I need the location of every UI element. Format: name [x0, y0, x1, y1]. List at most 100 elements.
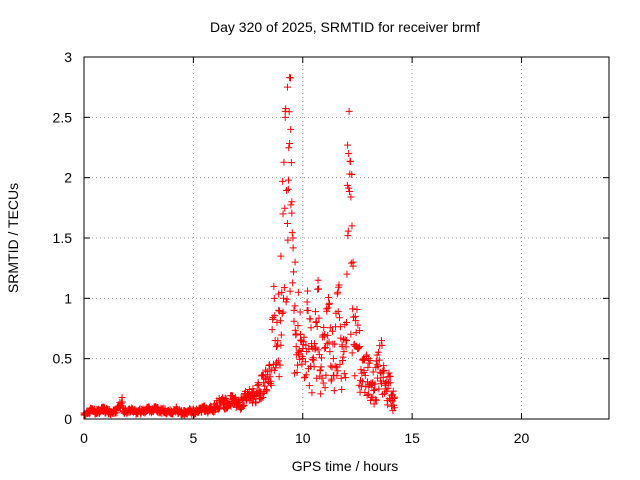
data-point — [348, 349, 356, 357]
data-point — [346, 187, 354, 195]
data-point — [261, 382, 269, 390]
data-points — [80, 74, 399, 419]
data-point — [300, 333, 308, 341]
data-point — [319, 379, 327, 387]
data-point — [369, 368, 377, 376]
data-point — [310, 356, 318, 364]
data-point — [320, 333, 328, 341]
data-point — [274, 337, 282, 345]
data-point — [290, 317, 298, 325]
data-point — [306, 315, 314, 323]
data-point — [373, 361, 381, 369]
data-point — [347, 330, 355, 338]
data-point — [226, 400, 234, 408]
data-point — [263, 387, 271, 395]
data-point — [329, 327, 336, 335]
data-point — [278, 288, 286, 296]
data-point — [389, 407, 397, 415]
data-point — [304, 287, 312, 295]
data-point — [313, 322, 321, 330]
data-point — [288, 209, 296, 217]
data-point — [335, 281, 343, 289]
data-point — [280, 158, 288, 166]
data-point — [318, 374, 326, 382]
data-point — [385, 369, 393, 377]
data-point — [222, 405, 230, 413]
data-point — [295, 346, 303, 354]
data-point — [375, 385, 383, 393]
x-axis-label: GPS time / hours — [292, 458, 399, 474]
data-point — [356, 327, 364, 335]
x-tick-label: 10 — [295, 430, 311, 446]
data-point — [311, 308, 319, 316]
data-point — [391, 404, 399, 412]
data-point — [390, 394, 398, 402]
data-point — [294, 322, 302, 330]
data-point — [221, 394, 229, 402]
data-point — [334, 367, 342, 375]
data-point — [279, 177, 287, 185]
data-point — [338, 341, 346, 349]
y-tick-label: 2.5 — [53, 109, 73, 125]
data-point — [275, 290, 283, 298]
data-point — [322, 371, 330, 379]
data-point — [323, 307, 331, 315]
data-point — [357, 366, 365, 374]
data-point — [279, 210, 287, 218]
data-point — [289, 234, 297, 242]
data-point — [284, 185, 292, 193]
data-point — [333, 290, 341, 298]
data-point — [336, 360, 344, 368]
data-point — [311, 345, 319, 353]
data-point — [285, 108, 293, 116]
data-point — [363, 351, 371, 359]
data-point — [291, 302, 299, 310]
data-point — [297, 336, 305, 344]
data-point — [315, 314, 323, 322]
data-point — [273, 318, 281, 326]
data-point — [341, 321, 349, 329]
grid-lines — [84, 57, 609, 419]
data-point — [329, 355, 337, 363]
data-point — [268, 326, 276, 334]
x-tick-label: 20 — [514, 430, 530, 446]
data-point — [278, 310, 286, 318]
data-point — [336, 323, 344, 331]
data-point — [343, 337, 350, 345]
data-point — [305, 345, 313, 353]
y-tick-label: 0 — [64, 411, 72, 427]
data-point — [331, 362, 339, 370]
x-tick-label: 5 — [189, 430, 197, 446]
data-point — [321, 344, 329, 352]
data-point — [339, 353, 347, 361]
data-point — [302, 341, 310, 349]
data-point — [270, 294, 278, 302]
data-point — [282, 105, 290, 113]
data-point — [331, 340, 339, 348]
data-point — [287, 159, 295, 167]
x-tick-label: 15 — [404, 430, 420, 446]
data-point — [253, 382, 261, 390]
data-point — [292, 330, 300, 338]
data-point — [280, 294, 287, 302]
data-point — [351, 372, 359, 380]
data-point — [294, 288, 302, 296]
data-point — [379, 373, 387, 381]
data-point — [262, 374, 270, 382]
x-axis-ticks: 0 5 10 15 20 — [80, 57, 529, 446]
data-point — [277, 252, 285, 260]
data-point — [338, 386, 346, 394]
data-point — [364, 363, 372, 371]
data-point — [348, 222, 356, 230]
data-point — [314, 276, 322, 284]
data-point — [294, 361, 301, 369]
data-point — [279, 308, 287, 316]
data-point — [312, 318, 320, 326]
data-point — [370, 386, 378, 394]
data-point — [259, 394, 267, 402]
data-point — [257, 395, 265, 403]
data-point — [340, 370, 348, 378]
data-point — [316, 366, 324, 374]
data-point — [283, 83, 291, 91]
